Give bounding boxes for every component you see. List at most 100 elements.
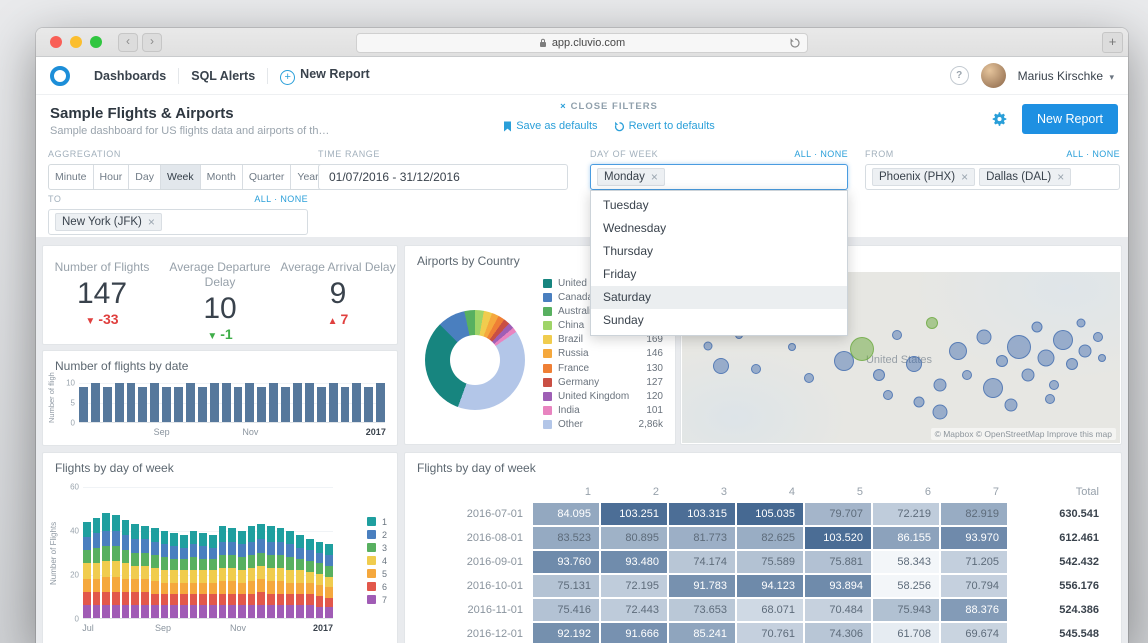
from-all-none[interactable]: ALL · NONE — [1066, 149, 1120, 159]
stacked-bar[interactable] — [208, 535, 217, 619]
map-bubble[interactable] — [834, 350, 855, 371]
map-bubble[interactable] — [933, 378, 947, 392]
map-bubble[interactable] — [703, 341, 713, 351]
bar[interactable] — [269, 383, 279, 422]
bar[interactable] — [316, 386, 326, 422]
map-bubble[interactable] — [1004, 398, 1017, 412]
bar[interactable] — [186, 383, 195, 422]
bar[interactable] — [114, 383, 124, 422]
stacked-bar[interactable] — [238, 530, 246, 618]
refresh-icon[interactable] — [789, 37, 801, 49]
table-row[interactable]: 2016-10-01 75.131 72.195 91.783 94.123 93.894… — [419, 575, 1107, 597]
stacked-bar[interactable] — [170, 532, 178, 618]
user-menu[interactable]: Marius Kirschke ▾ — [1018, 67, 1114, 85]
nav-item-new-report[interactable]: + New Report — [268, 67, 381, 85]
bar[interactable] — [293, 383, 302, 422]
bar[interactable] — [209, 383, 219, 422]
bar[interactable] — [138, 386, 148, 422]
map-bubble[interactable] — [995, 354, 1008, 367]
aggregation-option-month[interactable]: Month — [199, 165, 242, 189]
bar[interactable] — [126, 383, 136, 422]
nav-item-sql-alerts[interactable]: SQL Alerts — [191, 68, 256, 83]
map-bubble[interactable] — [1031, 321, 1043, 333]
map-bubble[interactable] — [1044, 393, 1055, 404]
map-bubble[interactable] — [849, 336, 874, 361]
map-bubble[interactable] — [891, 330, 902, 341]
stacked-bar[interactable] — [276, 528, 285, 618]
table-row[interactable]: 2016-07-01 84.095 103.251 103.315 105.035 79.… — [419, 503, 1107, 525]
bar[interactable] — [328, 383, 338, 422]
bar[interactable] — [304, 383, 314, 422]
nav-item-dashboards[interactable]: Dashboards — [94, 68, 167, 83]
stacked-bar[interactable] — [247, 526, 256, 618]
remove-tag-icon[interactable]: × — [961, 170, 969, 184]
forward-button[interactable]: › — [142, 32, 162, 52]
aggregation-option-day[interactable]: Day — [128, 165, 160, 189]
table-row[interactable]: 2016-08-01 83.523 80.895 81.773 82.625 103.52… — [419, 527, 1107, 549]
stacked-bar[interactable] — [218, 526, 227, 618]
close-filters-button[interactable]: × CLOSE FILTERS — [504, 101, 714, 112]
stacked-bar[interactable] — [92, 517, 101, 618]
table-row[interactable]: 2016-11-01 75.416 72.443 73.653 68.071 70.484… — [419, 599, 1107, 621]
stacked-bar[interactable] — [112, 515, 120, 618]
map-bubble[interactable] — [982, 378, 1003, 399]
stacked-bar[interactable] — [121, 519, 130, 618]
map-attribution[interactable]: © Mapbox © OpenStreetMap Improve this ma… — [930, 428, 1116, 440]
map-bubble[interactable] — [961, 369, 972, 380]
stacked-bar[interactable] — [150, 528, 159, 618]
gear-icon[interactable] — [991, 111, 1008, 128]
stacked-bar[interactable] — [257, 524, 266, 618]
map-bubble[interactable] — [787, 343, 796, 352]
back-button[interactable]: ‹ — [118, 32, 138, 52]
aggregation-option-week[interactable]: Week — [159, 165, 200, 189]
stacked-bar[interactable] — [179, 535, 188, 619]
bar[interactable] — [162, 386, 172, 422]
map-bubble[interactable] — [713, 358, 730, 375]
donut-chart[interactable] — [425, 310, 525, 410]
stacked-bar[interactable] — [305, 539, 314, 619]
stacked-bar[interactable] — [141, 526, 149, 618]
map-bubble[interactable] — [1007, 335, 1032, 360]
map-bubble[interactable] — [948, 341, 967, 360]
filter-tag[interactable]: Monday × — [597, 168, 665, 186]
bar[interactable] — [281, 386, 291, 422]
dropdown-option-saturday[interactable]: Saturday — [591, 286, 847, 309]
bar[interactable] — [197, 386, 207, 422]
filter-tag[interactable]: New York (JFK) × — [55, 213, 162, 231]
filter-tag[interactable]: Phoenix (PHX) × — [872, 168, 976, 186]
bar[interactable] — [79, 386, 88, 422]
bar[interactable] — [245, 383, 255, 422]
aggregation-option-year[interactable]: Year — [290, 165, 324, 189]
map-bubble[interactable] — [976, 329, 992, 345]
table-row[interactable]: 2016-09-01 93.760 93.480 74.174 75.589 75.881… — [419, 551, 1107, 573]
map-bubble[interactable] — [925, 317, 938, 330]
stacked-bar[interactable] — [286, 530, 295, 618]
map-bubble[interactable] — [1076, 318, 1086, 328]
new-tab-button[interactable]: + — [1102, 32, 1123, 53]
aggregation-option-minute[interactable]: Minute — [55, 171, 87, 183]
dropdown-option-tuesday[interactable]: Tuesday — [603, 198, 649, 212]
zoom-window-button[interactable] — [90, 36, 102, 48]
map-bubble[interactable] — [751, 364, 762, 375]
bar[interactable] — [102, 386, 112, 422]
from-input[interactable]: Phoenix (PHX) × Dallas (DAL) × — [865, 164, 1120, 190]
map-bubble[interactable] — [1021, 368, 1035, 382]
bar[interactable] — [233, 386, 243, 422]
cluvio-logo-icon[interactable] — [50, 65, 70, 86]
stacked-bar[interactable] — [296, 535, 304, 619]
stacked-bar[interactable] — [199, 532, 207, 618]
filter-tag[interactable]: Dallas (DAL) × — [979, 168, 1072, 186]
map-bubble[interactable] — [1098, 353, 1107, 362]
map-bubble[interactable] — [882, 390, 893, 401]
remove-tag-icon[interactable]: × — [1057, 170, 1065, 184]
stacked-bar[interactable] — [267, 526, 275, 618]
stacked-bar[interactable] — [189, 530, 198, 618]
stacked-bar[interactable] — [325, 543, 333, 619]
stacked-bar[interactable] — [102, 513, 111, 618]
remove-tag-icon[interactable]: × — [147, 215, 155, 229]
map-bubble[interactable] — [1049, 379, 1060, 390]
day-of-week-input[interactable]: Monday × — [590, 164, 848, 190]
user-avatar[interactable] — [980, 63, 1006, 88]
stacked-bar[interactable] — [160, 530, 169, 618]
bar[interactable] — [90, 383, 100, 422]
